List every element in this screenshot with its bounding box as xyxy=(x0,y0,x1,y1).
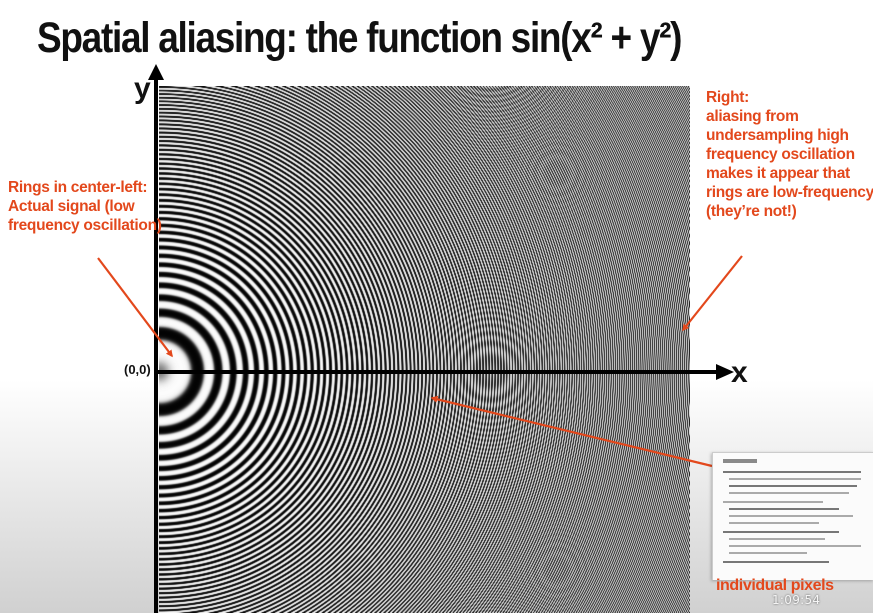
annotation-line: rings are low-frequency xyxy=(706,184,873,201)
annotation-line: Actual signal (low xyxy=(8,198,135,215)
inset-text-line xyxy=(729,522,819,524)
annotation-line: undersampling high xyxy=(706,127,849,144)
inset-text-line xyxy=(729,492,849,494)
inset-text-line xyxy=(729,538,825,540)
annotation-line: makes it appear that xyxy=(706,165,850,182)
inset-text-line xyxy=(723,561,829,563)
x-axis-label: x xyxy=(731,356,748,389)
annotation-line: Right: xyxy=(706,89,749,106)
aliasing-plot xyxy=(159,86,690,613)
inset-text-line xyxy=(729,508,839,510)
arrow-to-aliased-rings xyxy=(682,255,743,332)
annotation-line: frequency oscillation) xyxy=(8,217,162,234)
slide-title: Spatial aliasing: the function sin(x² + … xyxy=(37,14,682,62)
inset-text-line xyxy=(723,471,861,473)
inset-thumbnail xyxy=(712,452,873,580)
inset-text-line xyxy=(723,501,823,503)
inset-text-line xyxy=(729,515,853,517)
y-axis-arrow-icon xyxy=(148,64,164,80)
y-axis-label: y xyxy=(134,72,151,105)
annotation-line: aliasing from xyxy=(706,108,799,125)
y-axis xyxy=(154,78,158,613)
annotation-actual-signal: Rings in center-left: Actual signal (low… xyxy=(8,178,162,235)
origin-label: (0,0) xyxy=(124,362,151,377)
x-axis xyxy=(158,370,718,374)
inset-text-line xyxy=(723,531,839,533)
inset-caption: individual pixels xyxy=(716,577,834,594)
video-timestamp: 1:09:54 xyxy=(772,593,821,607)
inset-text-line xyxy=(729,552,807,554)
annotation-line: (they’re not!) xyxy=(706,203,797,220)
annotation-line: Rings in center-left: xyxy=(8,179,148,196)
inset-text-line xyxy=(729,485,857,487)
annotation-line: frequency oscillation xyxy=(706,146,855,163)
x-axis-arrow-icon xyxy=(716,364,734,380)
inset-title-bar xyxy=(723,459,757,463)
annotation-aliasing: Right: aliasing from undersampling high … xyxy=(706,88,873,221)
inset-text-line xyxy=(729,545,861,547)
inset-text-line xyxy=(729,478,861,480)
